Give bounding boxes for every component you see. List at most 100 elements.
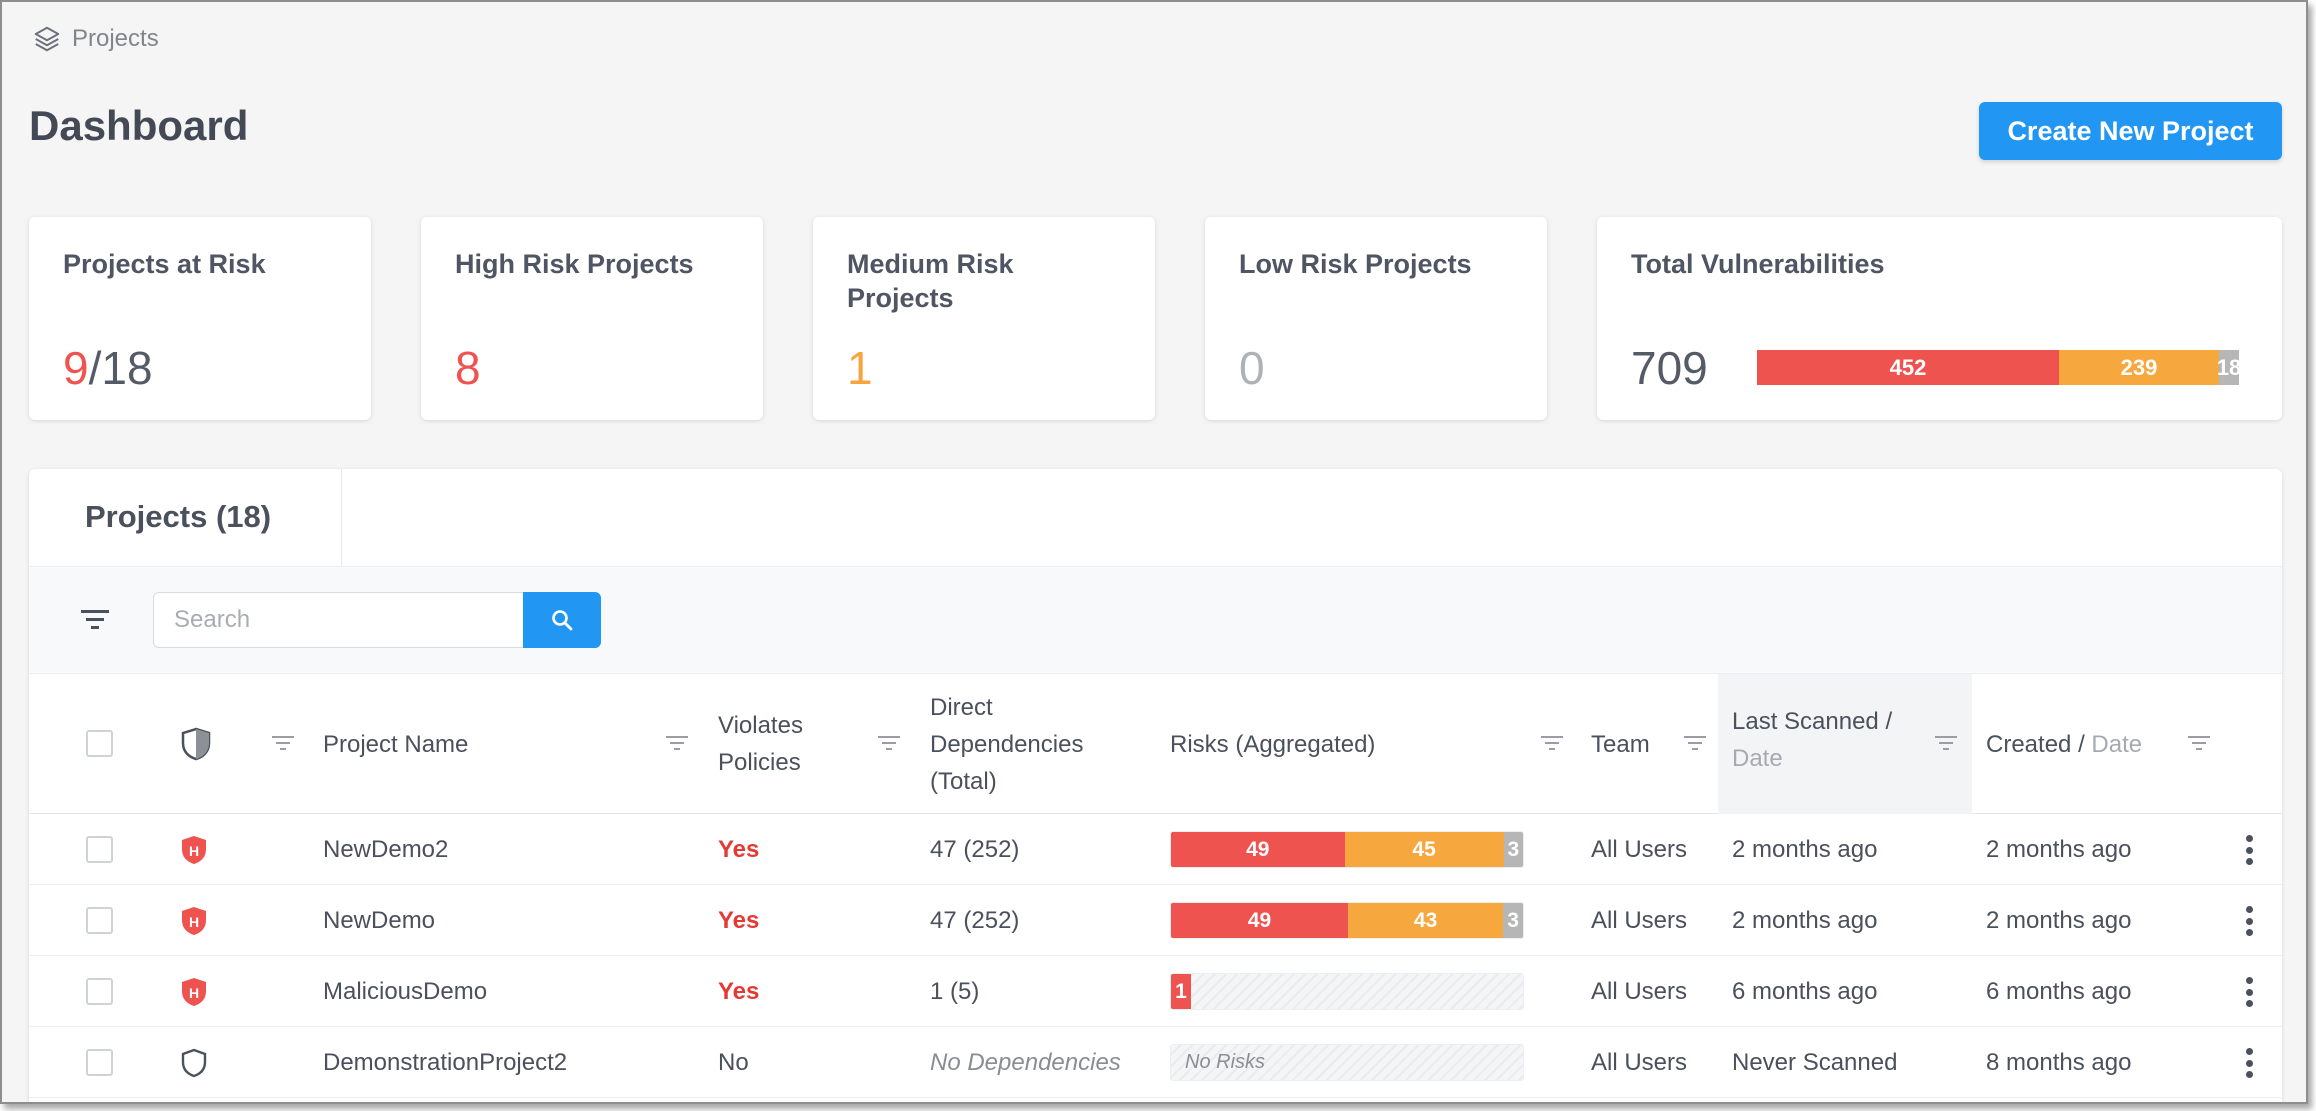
created-cell: 2 months ago xyxy=(1986,906,2132,934)
risk-bar: 1 xyxy=(1170,973,1524,1010)
project-name-link[interactable]: DemonstrationProject2 xyxy=(323,1048,568,1076)
project-name-link[interactable]: NewDemo xyxy=(323,906,436,934)
card-label-line: Medium Risk xyxy=(847,249,1014,279)
page-title: Dashboard xyxy=(29,102,249,149)
table-header: Project Name Violates Policies Direct De… xyxy=(29,673,2282,814)
sort-icon[interactable] xyxy=(878,735,900,751)
last-scanned-cell: 2 months ago xyxy=(1732,906,1878,934)
search-input[interactable] xyxy=(153,592,523,648)
team-cell: All Users xyxy=(1591,906,1688,934)
sort-icon[interactable] xyxy=(272,735,294,751)
total-projects-count: 18 xyxy=(101,342,153,394)
value-separator: / xyxy=(88,342,102,394)
risk-shield-column-icon xyxy=(181,727,211,761)
risk-medium-segment: 43 xyxy=(1347,903,1504,938)
search-icon xyxy=(552,610,573,631)
table-row[interactable]: DemonstrationProject2 No No Dependencies… xyxy=(29,1027,2282,1098)
column-label-primary: Created xyxy=(1986,731,2072,758)
risk-bar: 49 43 3 xyxy=(1170,902,1524,939)
high-risk-shield-icon: H xyxy=(182,978,206,1006)
column-project-name[interactable]: Project Name xyxy=(323,731,469,758)
column-label-line: (Total) xyxy=(930,768,997,795)
column-label-line: Policies xyxy=(718,749,801,776)
team-cell: All Users xyxy=(1591,1048,1688,1076)
high-risk-shield-icon: H xyxy=(182,836,206,864)
column-created[interactable]: Created / Date xyxy=(1986,726,2142,763)
medium-risk-projects-card: Medium Risk Projects 1 xyxy=(813,217,1155,420)
table-row[interactable]: H MaliciousDemo Yes 1 (5) 1 All Users 6 … xyxy=(29,956,2282,1027)
card-label: Medium Risk Projects xyxy=(847,247,1014,315)
column-violates-policies[interactable]: Violates Policies xyxy=(718,707,803,781)
last-scanned-cell: 2 months ago xyxy=(1732,835,1878,863)
dependencies-cell: 47 (252) xyxy=(930,814,1019,885)
table-row[interactable]: H NewDemo2 Yes 47 (252) 49 45 3 All Users … xyxy=(29,814,2282,885)
high-risk-count: 8 xyxy=(455,342,481,394)
column-risks-aggregated[interactable]: Risks (Aggregated) xyxy=(1170,731,1376,758)
last-scanned-cell: 6 months ago xyxy=(1732,977,1878,1005)
search-button[interactable] xyxy=(523,592,601,648)
total-dependencies: (252) xyxy=(963,906,1020,934)
violates-policies-cell: Yes xyxy=(718,977,760,1005)
sorted-column-highlight xyxy=(1718,674,1972,814)
breadcrumb[interactable]: Projects xyxy=(32,22,159,56)
risk-bar: No Risks xyxy=(1170,1044,1524,1081)
created-cell: 6 months ago xyxy=(1986,977,2132,1005)
filter-icon[interactable] xyxy=(81,609,109,631)
high-risk-shield-icon: H xyxy=(182,907,206,935)
table-toolbar xyxy=(29,566,2282,673)
column-label-line: Violates xyxy=(718,712,803,739)
column-label-secondary: Date xyxy=(2091,731,2143,758)
projects-at-risk-card: Projects at Risk 9/18 xyxy=(29,217,371,420)
violates-policies-cell: Yes xyxy=(718,906,760,934)
row-menu-icon[interactable] xyxy=(2245,977,2253,1007)
create-new-project-button[interactable]: Create New Project xyxy=(1979,102,2282,160)
created-cell: 8 months ago xyxy=(1986,1048,2132,1076)
table-row[interactable]: H NewDemo Yes 47 (252) 49 43 3 All Users 2… xyxy=(29,885,2282,956)
sort-icon[interactable] xyxy=(1684,735,1706,751)
risk-high-segment: 1 xyxy=(1171,974,1191,1009)
total-vulnerabilities-card: Total Vulnerabilities 709 452 239 18 xyxy=(1597,217,2282,420)
row-menu-icon[interactable] xyxy=(2245,1048,2253,1078)
row-menu-icon[interactable] xyxy=(2245,835,2253,865)
breadcrumb-label: Projects xyxy=(72,25,159,52)
direct-dependencies: 47 xyxy=(930,835,957,863)
project-name-link[interactable]: MaliciousDemo xyxy=(323,977,488,1005)
svg-text:H: H xyxy=(189,843,199,859)
row-checkbox[interactable] xyxy=(86,978,113,1005)
project-name-link[interactable]: NewDemo2 xyxy=(323,835,449,863)
sort-icon[interactable] xyxy=(2188,735,2210,751)
column-label-line: Last Scanned / xyxy=(1732,703,1892,740)
vuln-low-segment: 18 xyxy=(2217,350,2241,385)
column-direct-dependencies[interactable]: Direct Dependencies (Total) xyxy=(930,689,1083,800)
row-menu-icon[interactable] xyxy=(2245,906,2253,936)
column-team[interactable]: Team xyxy=(1591,731,1650,758)
total-dependencies: (252) xyxy=(963,835,1020,863)
sort-icon[interactable] xyxy=(1935,735,1957,751)
column-label-secondary: Date xyxy=(1732,745,1783,772)
total-vulnerabilities-count: 709 xyxy=(1631,342,1708,394)
sort-icon[interactable] xyxy=(1541,735,1563,751)
column-label-separator: / xyxy=(2078,731,2085,758)
low-risk-count: 0 xyxy=(1239,342,1265,394)
select-all-checkbox[interactable] xyxy=(86,730,113,757)
layers-icon xyxy=(34,26,60,52)
sort-icon[interactable] xyxy=(666,735,688,751)
risk-high-segment: 49 xyxy=(1171,903,1348,938)
tab-projects-label: Projects (18) xyxy=(85,499,272,534)
vulnerability-severity-bar: 452 239 18 xyxy=(1757,350,2251,385)
dependencies-cell: 47 (252) xyxy=(930,885,1019,956)
dependencies-cell: 1 (5) xyxy=(930,956,979,1027)
column-last-scanned[interactable]: Last Scanned / Date xyxy=(1732,703,1892,777)
risk-bar: 49 45 3 xyxy=(1170,831,1524,868)
violates-policies-cell: Yes xyxy=(718,835,760,863)
created-cell: 2 months ago xyxy=(1986,835,2132,863)
high-risk-projects-card: High Risk Projects 8 xyxy=(421,217,763,420)
shield-outline-icon xyxy=(181,1048,207,1078)
team-cell: All Users xyxy=(1591,977,1688,1005)
row-checkbox[interactable] xyxy=(86,1049,113,1076)
card-label: Low Risk Projects xyxy=(1239,249,1472,279)
row-checkbox[interactable] xyxy=(86,907,113,934)
row-checkbox[interactable] xyxy=(86,836,113,863)
svg-text:H: H xyxy=(189,985,199,1001)
tab-projects[interactable]: Projects (18) xyxy=(29,469,342,566)
